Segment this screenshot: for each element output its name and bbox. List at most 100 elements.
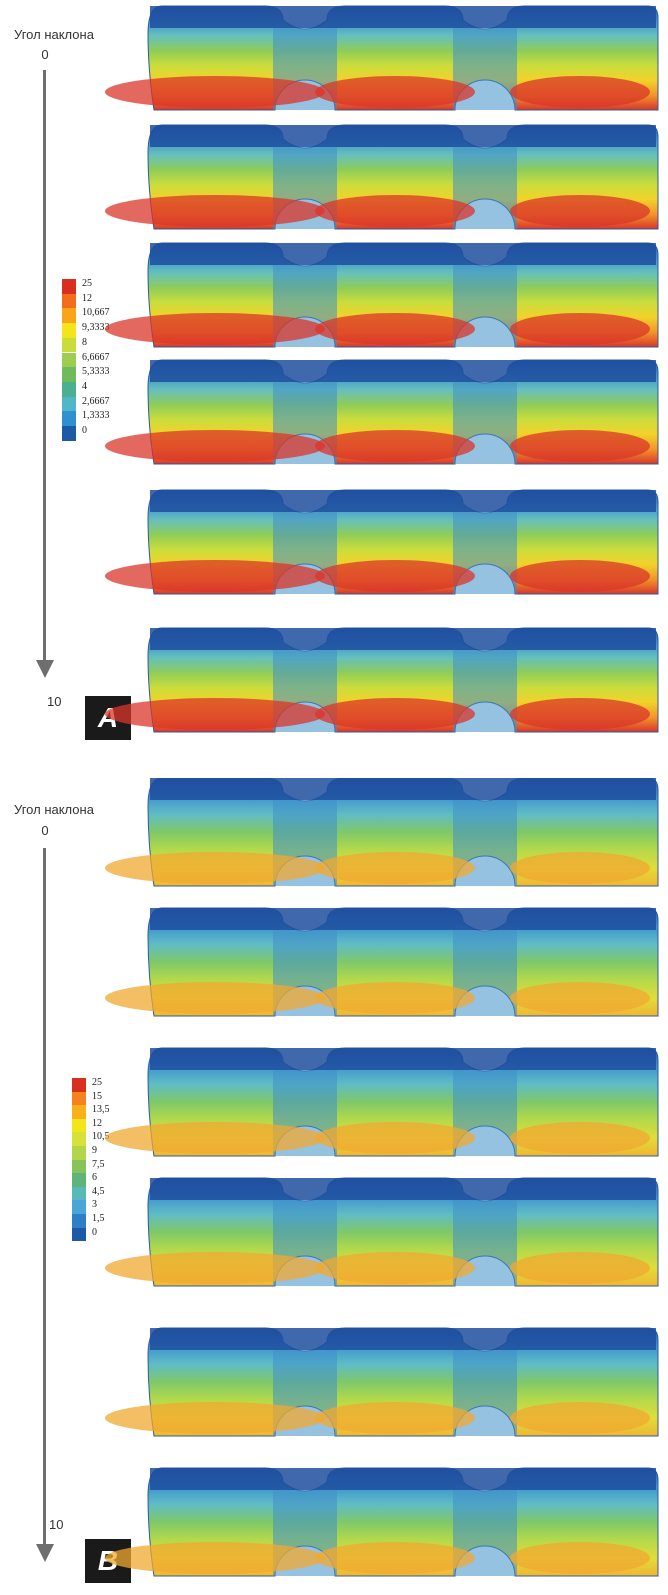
slice-top-band — [150, 243, 656, 265]
slice-hot-zone — [510, 1402, 650, 1434]
slice-hot-zone — [105, 76, 325, 108]
legend-label: 12 — [92, 1117, 102, 1129]
legend-swatch — [72, 1173, 86, 1187]
slice-hot-zone — [510, 195, 650, 227]
slice-hot-zone — [315, 313, 475, 345]
legend-swatch — [72, 1159, 86, 1174]
legend-swatch — [72, 1146, 86, 1160]
legend-label: 3 — [92, 1199, 97, 1211]
legend-swatch — [62, 337, 76, 353]
legend-swatch — [62, 367, 76, 382]
slice-hot-zone — [510, 1122, 650, 1154]
slice-hot-zone — [315, 698, 475, 730]
axis-end-b: 10 — [49, 1517, 64, 1532]
legend-label: 8 — [82, 336, 87, 348]
legend-label: 0 — [92, 1226, 97, 1238]
legend-swatch — [72, 1186, 86, 1201]
slice-hot-zone — [510, 313, 650, 345]
model-slice — [105, 359, 659, 465]
slice-top-band — [150, 490, 656, 512]
slice-top-band — [150, 125, 656, 147]
legend-swatch — [72, 1132, 86, 1146]
legend-label: 0 — [82, 425, 87, 436]
panel-b: Угол наклона 0 10 B 251513,51210,597,564… — [0, 778, 668, 1595]
legend-swatch — [62, 293, 76, 309]
slice-hot-zone — [315, 1402, 475, 1434]
legend-label: 9,3333 — [82, 322, 110, 334]
slice-hot-zone — [105, 1542, 325, 1574]
slice-top-band — [150, 778, 656, 800]
axis-title-b: Угол наклона — [14, 802, 94, 817]
legend-label: 4,5 — [92, 1185, 105, 1197]
legend-label: 15 — [92, 1090, 102, 1102]
slice-hot-zone — [315, 76, 475, 108]
legend-label: 12 — [82, 292, 92, 304]
slice-hot-zone — [105, 313, 325, 345]
slice-top-band — [150, 908, 656, 930]
slice-hot-zone — [105, 982, 325, 1014]
model-slice — [105, 1047, 659, 1157]
slice-top-band — [150, 1328, 656, 1350]
legend-swatch — [72, 1091, 86, 1106]
slice-top-band — [150, 1178, 656, 1200]
legend-swatch — [62, 352, 76, 368]
model-slice — [105, 1177, 659, 1287]
axis-line-b — [43, 848, 46, 1548]
model-slice — [105, 489, 659, 595]
legend-label: 2,6667 — [82, 395, 110, 407]
legend-swatch — [62, 279, 76, 294]
slice-top-band — [150, 1048, 656, 1070]
slice-hot-zone — [510, 982, 650, 1014]
slice-hot-zone — [315, 195, 475, 227]
slice-hot-zone — [315, 852, 475, 884]
legend-swatch — [62, 308, 76, 324]
slice-hot-zone — [315, 982, 475, 1014]
slice-hot-zone — [105, 195, 325, 227]
legend-swatch — [62, 426, 76, 441]
model-slice — [105, 627, 659, 733]
legend-swatch — [62, 396, 76, 412]
slice-hot-zone — [105, 430, 325, 462]
axis-title-a: Угол наклона — [14, 27, 94, 42]
slice-hot-zone — [105, 1402, 325, 1434]
slice-hot-zone — [105, 1122, 325, 1154]
axis-line-a — [43, 70, 46, 662]
slice-hot-zone — [510, 1252, 650, 1284]
legend-swatch — [72, 1200, 86, 1214]
legend-label: 13,5 — [92, 1104, 110, 1116]
axis-start-a: 0 — [41, 47, 49, 62]
legend-label: 6 — [92, 1172, 97, 1184]
slice-hot-zone — [315, 430, 475, 462]
slice-hot-zone — [105, 698, 325, 730]
stress-slices-a — [105, 5, 659, 733]
model-slice — [105, 5, 659, 111]
legend-label: 10,667 — [82, 307, 110, 319]
model-slice — [105, 124, 659, 230]
legend-label: 1,5 — [92, 1213, 105, 1224]
axis-start-b: 0 — [41, 823, 49, 838]
slice-hot-zone — [510, 76, 650, 108]
axis-end-a: 10 — [47, 694, 62, 709]
legend-swatch — [72, 1214, 86, 1228]
legend-label: 6,6667 — [82, 351, 110, 363]
legend-swatch — [72, 1118, 86, 1133]
model-slice — [105, 778, 659, 887]
legend-label: 25 — [82, 278, 92, 289]
slice-hot-zone — [510, 560, 650, 592]
legend-swatch — [72, 1105, 86, 1119]
panel-a: Угол наклона 0 10 A 251210,6679,333386,6… — [0, 0, 668, 760]
slice-hot-zone — [315, 1122, 475, 1154]
legend-label: 25 — [92, 1077, 102, 1088]
slice-hot-zone — [510, 430, 650, 462]
slice-top-band — [150, 360, 656, 382]
slice-hot-zone — [510, 852, 650, 884]
axis-arrow-a — [36, 660, 54, 678]
slice-top-band — [150, 628, 656, 650]
legend-label: 10,5 — [92, 1131, 110, 1143]
legend-label: 4 — [82, 380, 87, 392]
slice-hot-zone — [105, 560, 325, 592]
slice-top-band — [150, 6, 656, 28]
model-slice — [105, 242, 659, 348]
model-slice — [105, 1467, 659, 1577]
legend-label: 5,3333 — [82, 366, 110, 378]
